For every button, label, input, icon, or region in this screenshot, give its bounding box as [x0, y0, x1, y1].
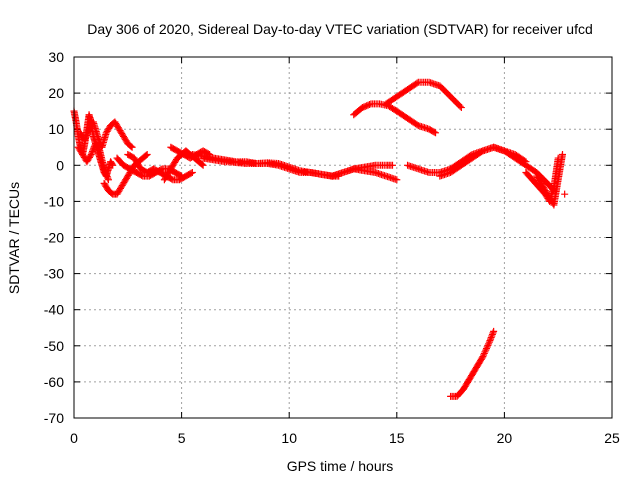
series-arc-14 — [393, 107, 440, 137]
x-tick-label: 5 — [178, 430, 186, 446]
series-arc-2 — [76, 118, 136, 151]
series-arc-11 — [328, 165, 401, 184]
data-point — [89, 146, 97, 154]
y-axis-label: SDTVAR / TECUs — [6, 182, 22, 294]
data-point — [108, 160, 116, 168]
data-point — [561, 190, 569, 198]
data-point — [101, 166, 109, 174]
data-point — [81, 134, 89, 142]
y-tick-label: -50 — [44, 338, 64, 354]
data-point — [483, 343, 491, 351]
data-point — [480, 349, 488, 357]
data-point — [480, 351, 488, 359]
data-point — [487, 334, 495, 342]
data-point — [143, 150, 151, 158]
data-point — [393, 176, 401, 184]
data-point — [413, 79, 421, 87]
data-point — [84, 128, 92, 136]
data-point — [478, 354, 486, 362]
grid-layer — [74, 57, 612, 418]
x-tick-label: 20 — [497, 430, 513, 446]
data-point — [432, 129, 440, 137]
data-point — [102, 170, 110, 178]
data-point — [479, 353, 487, 361]
data-point — [86, 152, 94, 160]
x-tick-label: 0 — [70, 430, 78, 446]
data-point — [95, 145, 103, 153]
y-tick-label: 0 — [56, 157, 64, 173]
data-point — [83, 130, 91, 138]
x-axis-label: GPS time / hours — [287, 458, 394, 474]
y-tick-label: 30 — [48, 49, 64, 65]
data-point — [128, 143, 136, 151]
data-point — [104, 174, 112, 182]
y-tick-label: -70 — [44, 410, 64, 426]
data-point — [488, 332, 496, 340]
data-point — [94, 132, 102, 140]
x-tick-label: 15 — [389, 430, 405, 446]
x-tick-label: 25 — [604, 430, 620, 446]
data-point — [142, 151, 150, 159]
data-point — [88, 147, 96, 155]
y-tick-label: -30 — [44, 266, 64, 282]
data-point — [199, 161, 207, 169]
data-point — [490, 327, 498, 335]
data-point — [457, 104, 465, 112]
data-point — [430, 128, 438, 136]
data-point — [482, 345, 490, 353]
plot-frame — [73, 56, 613, 419]
series-arc-12 — [350, 100, 401, 119]
data-point — [485, 338, 493, 346]
data-point — [187, 169, 195, 177]
chart-title: Day 306 of 2020, Sidereal Day-to-day VTE… — [87, 21, 593, 37]
data-point — [198, 160, 206, 168]
y-tick-label: 20 — [48, 85, 64, 101]
data-point — [127, 142, 135, 150]
data-point — [94, 134, 102, 142]
data-point — [87, 150, 95, 158]
data-point — [484, 341, 492, 349]
data-point — [104, 176, 112, 184]
data-point — [456, 102, 464, 110]
series-arc-17 — [522, 154, 562, 205]
y-tick-label: -40 — [44, 302, 64, 318]
data-point — [103, 173, 111, 181]
x-tick-label: 10 — [281, 430, 297, 446]
data-point — [100, 165, 108, 173]
data-point — [487, 335, 495, 343]
data-point — [559, 150, 567, 158]
series-arc-10 — [188, 150, 396, 180]
data-point — [388, 161, 396, 169]
data-point — [488, 330, 496, 338]
data-point — [88, 149, 96, 157]
data-point — [83, 131, 91, 139]
series-arc-19 — [447, 327, 498, 400]
data-point — [109, 161, 117, 169]
series-arc-18 — [533, 150, 567, 209]
series-arc-20 — [561, 190, 569, 198]
data-point — [489, 329, 497, 337]
marks-layer — [70, 78, 569, 400]
y-tick-label: -10 — [44, 193, 64, 209]
series-arc-3 — [74, 140, 112, 184]
y-tick-label: -60 — [44, 374, 64, 390]
data-point — [188, 169, 196, 177]
data-point — [81, 136, 89, 144]
data-point — [485, 340, 493, 348]
data-point — [366, 101, 374, 109]
data-point — [482, 346, 490, 354]
y-tick-label: 10 — [48, 121, 64, 137]
y-tick-label: -20 — [44, 230, 64, 246]
data-point — [486, 337, 494, 345]
data-point — [101, 168, 109, 176]
tick-layer: 0 5 10 15 20 25 30 20 10 0 -10 -20 -30 -40 -50 -60 -70 — [44, 49, 620, 446]
data-point — [82, 133, 90, 141]
data-point — [481, 348, 489, 356]
series-arc-13 — [382, 78, 465, 112]
series-arc-6 — [124, 150, 196, 184]
data-point — [103, 171, 111, 179]
data-point — [84, 127, 92, 135]
